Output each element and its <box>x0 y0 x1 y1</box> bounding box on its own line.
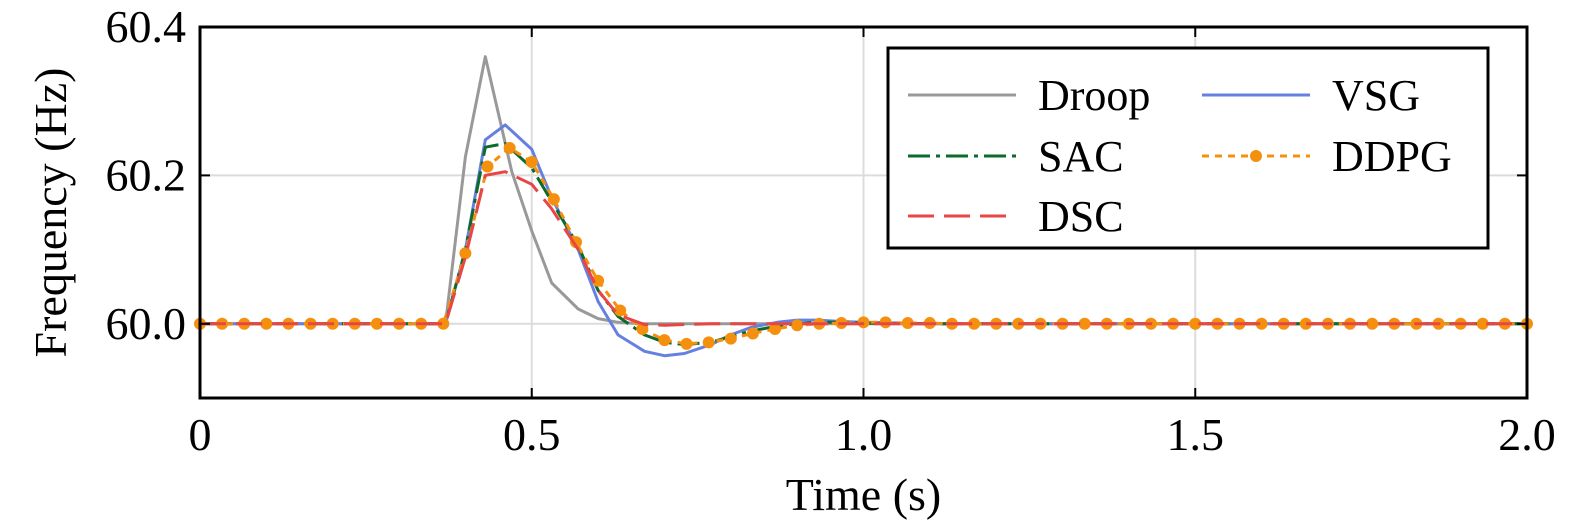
series-ddpg-point <box>437 317 450 330</box>
series-ddpg-point <box>503 141 516 154</box>
series-ddpg-point <box>769 322 782 335</box>
series-ddpg-point <box>680 337 693 350</box>
series-ddpg-point <box>592 274 605 287</box>
x-tick-label: 1.5 <box>1167 409 1225 460</box>
series-ddpg-point <box>260 317 273 330</box>
series-ddpg-point <box>702 336 715 349</box>
legend-label-ddpg: DDPG <box>1332 132 1452 181</box>
series-ddpg-point <box>1078 317 1091 330</box>
legend-label-sac: SAC <box>1038 132 1124 181</box>
y-tick-label: 60.0 <box>106 298 187 349</box>
series-ddpg-point <box>1476 317 1489 330</box>
series-ddpg-point <box>658 334 671 347</box>
series-ddpg-point <box>1189 317 1202 330</box>
series-dsc-line <box>200 170 1527 327</box>
series-ddpg-point <box>481 160 494 173</box>
x-tick-label: 1.0 <box>835 409 893 460</box>
series-ddpg-point <box>901 317 914 330</box>
series-ddpg-point <box>547 193 560 206</box>
series-ddpg-point <box>968 317 981 330</box>
y-tick-label: 60.2 <box>106 149 187 200</box>
series-ddpg-point <box>459 247 472 260</box>
y-axis-label: Frequency (Hz) <box>25 68 76 358</box>
x-axis-label: Time (s) <box>786 469 942 520</box>
series-ddpg-point <box>791 319 804 332</box>
series-ddpg-point <box>1255 317 1268 330</box>
series-ddpg-point <box>746 327 759 340</box>
legend-label-vsg: VSG <box>1332 71 1420 120</box>
series-ddpg-point <box>724 332 737 345</box>
x-tick-label: 0 <box>189 409 212 460</box>
ticks: 0 0.5 1.0 1.5 2.0 60.0 60.2 60.4 <box>106 1 1556 460</box>
legend-label-droop: Droop <box>1038 71 1150 120</box>
series-group <box>194 55 1533 358</box>
legend: Droop VSG SAC DDPG DSC <box>886 46 1490 250</box>
x-tick-label: 0.5 <box>503 409 561 460</box>
y-tick-label: 60.4 <box>106 1 187 52</box>
series-ddpg-point <box>1366 317 1379 330</box>
series-ddpg-point <box>370 317 383 330</box>
legend-label-dsc: DSC <box>1038 192 1124 241</box>
x-tick-label: 2.0 <box>1498 409 1556 460</box>
series-ddpg-point <box>614 304 627 317</box>
series-ddpg-point <box>525 156 538 169</box>
series-ddpg-point <box>1299 317 1312 330</box>
legend-marker-ddpg <box>1250 150 1262 162</box>
